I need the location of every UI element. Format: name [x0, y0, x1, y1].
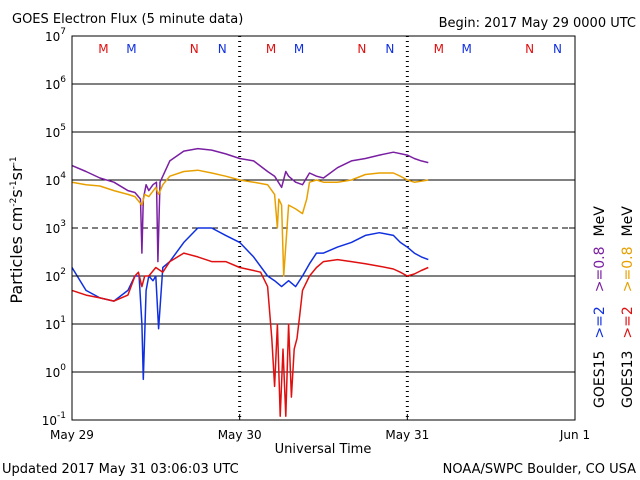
series-line-blue	[71, 227, 429, 381]
series-line-purple	[71, 147, 429, 263]
day-separators	[238, 36, 409, 420]
series-line-red	[71, 252, 429, 417]
y-tick-label: 10-1	[42, 411, 66, 428]
manoeuvre-marker: M	[266, 42, 276, 56]
manoeuvre-marker: M	[294, 42, 304, 56]
y-tick-label: 105	[45, 123, 66, 140]
manoeuvre-marker: N	[525, 42, 534, 56]
y-tick-label: 101	[45, 315, 66, 332]
x-tick-labels: May 29 May 30 May 31 Jun 1	[50, 414, 590, 442]
updated-timestamp: Updated 2017 May 31 03:06:03 UTC	[2, 462, 239, 477]
begin-label: Begin: 2017 May 29 0000 UTC	[439, 16, 636, 31]
y-tick-label: 107	[45, 27, 66, 44]
credit-label: NOAA/SWPC Boulder, CO USA	[443, 462, 636, 477]
manoeuvre-marker: N	[385, 42, 394, 56]
series-line-orange	[71, 169, 429, 277]
y-axis-label: Particles cm-2s-1sr-1	[7, 156, 26, 303]
manoeuvre-marker: M	[462, 42, 472, 56]
y-tick-label: 106	[45, 75, 66, 92]
legend-goes13: GOES13>=2>=0.8MeV	[620, 206, 636, 408]
legend: GOES15>=2>=0.8MeV GOES13>=2>=0.8MeV	[592, 206, 636, 408]
x-tick-label: May 29	[50, 428, 94, 442]
manoeuvre-marker: N	[190, 42, 199, 56]
x-tick-label: Jun 1	[559, 428, 590, 442]
series-lines	[71, 147, 429, 417]
manoeuvre-marker: M	[126, 42, 136, 56]
manoeuvre-marker: M	[98, 42, 108, 56]
legend-goes15: GOES15>=2>=0.8MeV	[592, 206, 608, 408]
gridlines	[72, 83, 575, 373]
y-tick-label: 100	[45, 363, 66, 380]
x-tick-label: May 30	[218, 428, 262, 442]
y-tick-label: 103	[45, 219, 66, 236]
manoeuvre-marker: N	[218, 42, 227, 56]
x-axis-label: Universal Time	[275, 442, 372, 457]
manoeuvre-marker: N	[357, 42, 366, 56]
manoeuvre-marker: M	[434, 42, 444, 56]
manoeuvre-marker: N	[553, 42, 562, 56]
y-tick-labels: 107 106 105 104 103 102 101 100 10-1	[42, 27, 575, 428]
chart-title: GOES Electron Flux (5 minute data)	[12, 12, 243, 27]
y-tick-label: 104	[45, 171, 66, 188]
x-tick-label: May 31	[385, 428, 429, 442]
y-tick-label: 102	[45, 267, 66, 284]
